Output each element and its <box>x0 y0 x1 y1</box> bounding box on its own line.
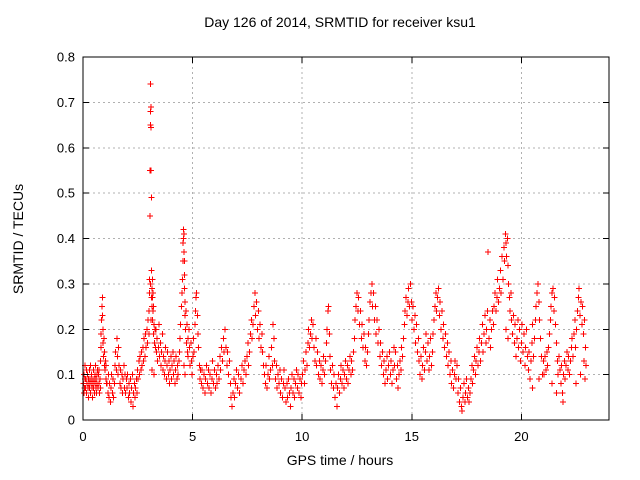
y-tick-label: 0.4 <box>57 231 75 246</box>
y-tick-label: 0.3 <box>57 276 75 291</box>
x-tick-label: 20 <box>514 429 528 444</box>
x-tick-label: 5 <box>189 429 196 444</box>
y-tick-label: 0.6 <box>57 140 75 155</box>
y-tick-label: 0.5 <box>57 186 75 201</box>
y-tick-label: 0.7 <box>57 95 75 110</box>
gridlines <box>83 57 609 420</box>
y-tick-label: 0.1 <box>57 367 75 382</box>
x-axis-title: GPS time / hours <box>286 452 394 468</box>
x-tick-label: 10 <box>295 429 309 444</box>
y-tick-label: 0 <box>68 413 75 428</box>
x-tick-label: 15 <box>405 429 419 444</box>
chart-title: Day 126 of 2014, SRMTID for receiver ksu… <box>204 14 476 30</box>
axis-ticks <box>82 56 609 421</box>
scatter-points <box>80 81 589 414</box>
x-tick-label: 0 <box>79 429 86 444</box>
y-tick-label: 0.8 <box>57 50 75 65</box>
y-tick-label: 0.2 <box>57 322 75 337</box>
